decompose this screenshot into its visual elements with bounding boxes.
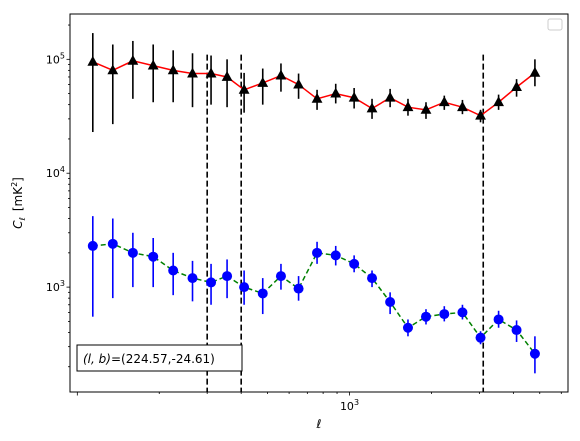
- data-point: [293, 283, 304, 294]
- data-point: [457, 101, 468, 112]
- series-layer: [87, 33, 541, 374]
- y-tick-base: 10: [46, 281, 60, 294]
- x-axis-label-symbol: ℓ: [316, 417, 322, 431]
- data-point: [311, 92, 323, 103]
- data-point: [238, 83, 250, 94]
- series-1: [87, 33, 541, 133]
- coordinate-annotation: (l, b)=(224.57,-24.61): [83, 352, 215, 366]
- data-point: [222, 271, 233, 282]
- y-axis-label-subscript: ℓ: [18, 217, 27, 221]
- data-point: [402, 322, 413, 333]
- x-tick-exp: 3: [354, 398, 359, 407]
- series-2: [87, 216, 540, 374]
- data-point: [420, 103, 432, 114]
- data-point: [511, 325, 522, 336]
- annotation-lb-label: (l, b): [83, 352, 111, 366]
- annotation-value: =(224.57,-24.61): [111, 352, 215, 366]
- data-point: [312, 247, 323, 258]
- data-point: [275, 271, 286, 282]
- y-tick-exp: 4: [60, 165, 65, 174]
- data-point: [275, 69, 287, 80]
- data-point: [493, 96, 504, 107]
- data-point: [420, 311, 431, 322]
- data-point: [293, 78, 304, 89]
- data-point: [511, 81, 522, 92]
- data-point: [187, 67, 198, 78]
- data-point: [257, 76, 269, 87]
- data-point: [402, 101, 414, 112]
- x-axis-label: ℓ: [316, 417, 322, 431]
- y-tick-label: 105: [46, 51, 65, 66]
- x-tick-label: 103: [340, 398, 359, 413]
- y-tick-exp: 5: [60, 51, 65, 60]
- data-point: [330, 87, 342, 98]
- data-point: [438, 96, 450, 107]
- data-point: [221, 70, 233, 81]
- y-axis-label: Cℓ [mK2]: [10, 177, 27, 229]
- data-point: [168, 265, 179, 276]
- legend-box: [547, 18, 563, 31]
- coordinate-annotation-box: [76, 344, 243, 372]
- data-point: [107, 238, 118, 249]
- data-point: [457, 307, 468, 318]
- data-point: [475, 332, 486, 343]
- y-axis-label-unit-end: ]: [11, 177, 25, 182]
- data-point: [239, 282, 250, 293]
- data-point: [349, 258, 360, 269]
- data-point: [529, 66, 541, 77]
- data-point: [87, 240, 98, 251]
- y-tick-label: 104: [46, 165, 65, 180]
- data-point: [367, 273, 378, 284]
- y-axis-label-unit-power: 2: [10, 182, 19, 187]
- data-point: [87, 55, 99, 66]
- data-point: [147, 59, 159, 70]
- data-point: [257, 288, 268, 299]
- data-point: [148, 251, 159, 262]
- y-tick-label: 103: [46, 279, 65, 294]
- series-line: [92, 243, 536, 355]
- y-axis-label-unit: [mK: [11, 186, 25, 211]
- data-point: [385, 297, 396, 308]
- data-point: [439, 309, 450, 320]
- data-point: [167, 64, 179, 75]
- data-point: [384, 91, 396, 102]
- series-line: [92, 60, 536, 117]
- data-point: [107, 64, 119, 75]
- data-point: [330, 250, 341, 261]
- data-point: [348, 91, 360, 102]
- data-point: [206, 277, 217, 288]
- x-tick-base: 10: [340, 400, 354, 413]
- y-tick-base: 10: [46, 53, 60, 66]
- data-point: [205, 67, 217, 78]
- data-point: [127, 247, 138, 258]
- y-axis-label-symbol: C: [11, 220, 25, 229]
- data-point: [529, 348, 540, 359]
- y-tick-exp: 3: [60, 279, 65, 288]
- data-point: [366, 102, 378, 113]
- plot-frame: [69, 13, 569, 393]
- data-point: [475, 109, 486, 120]
- y-tick-base: 10: [46, 167, 60, 180]
- data-point: [127, 54, 139, 65]
- data-point: [493, 314, 504, 325]
- data-point: [187, 273, 198, 284]
